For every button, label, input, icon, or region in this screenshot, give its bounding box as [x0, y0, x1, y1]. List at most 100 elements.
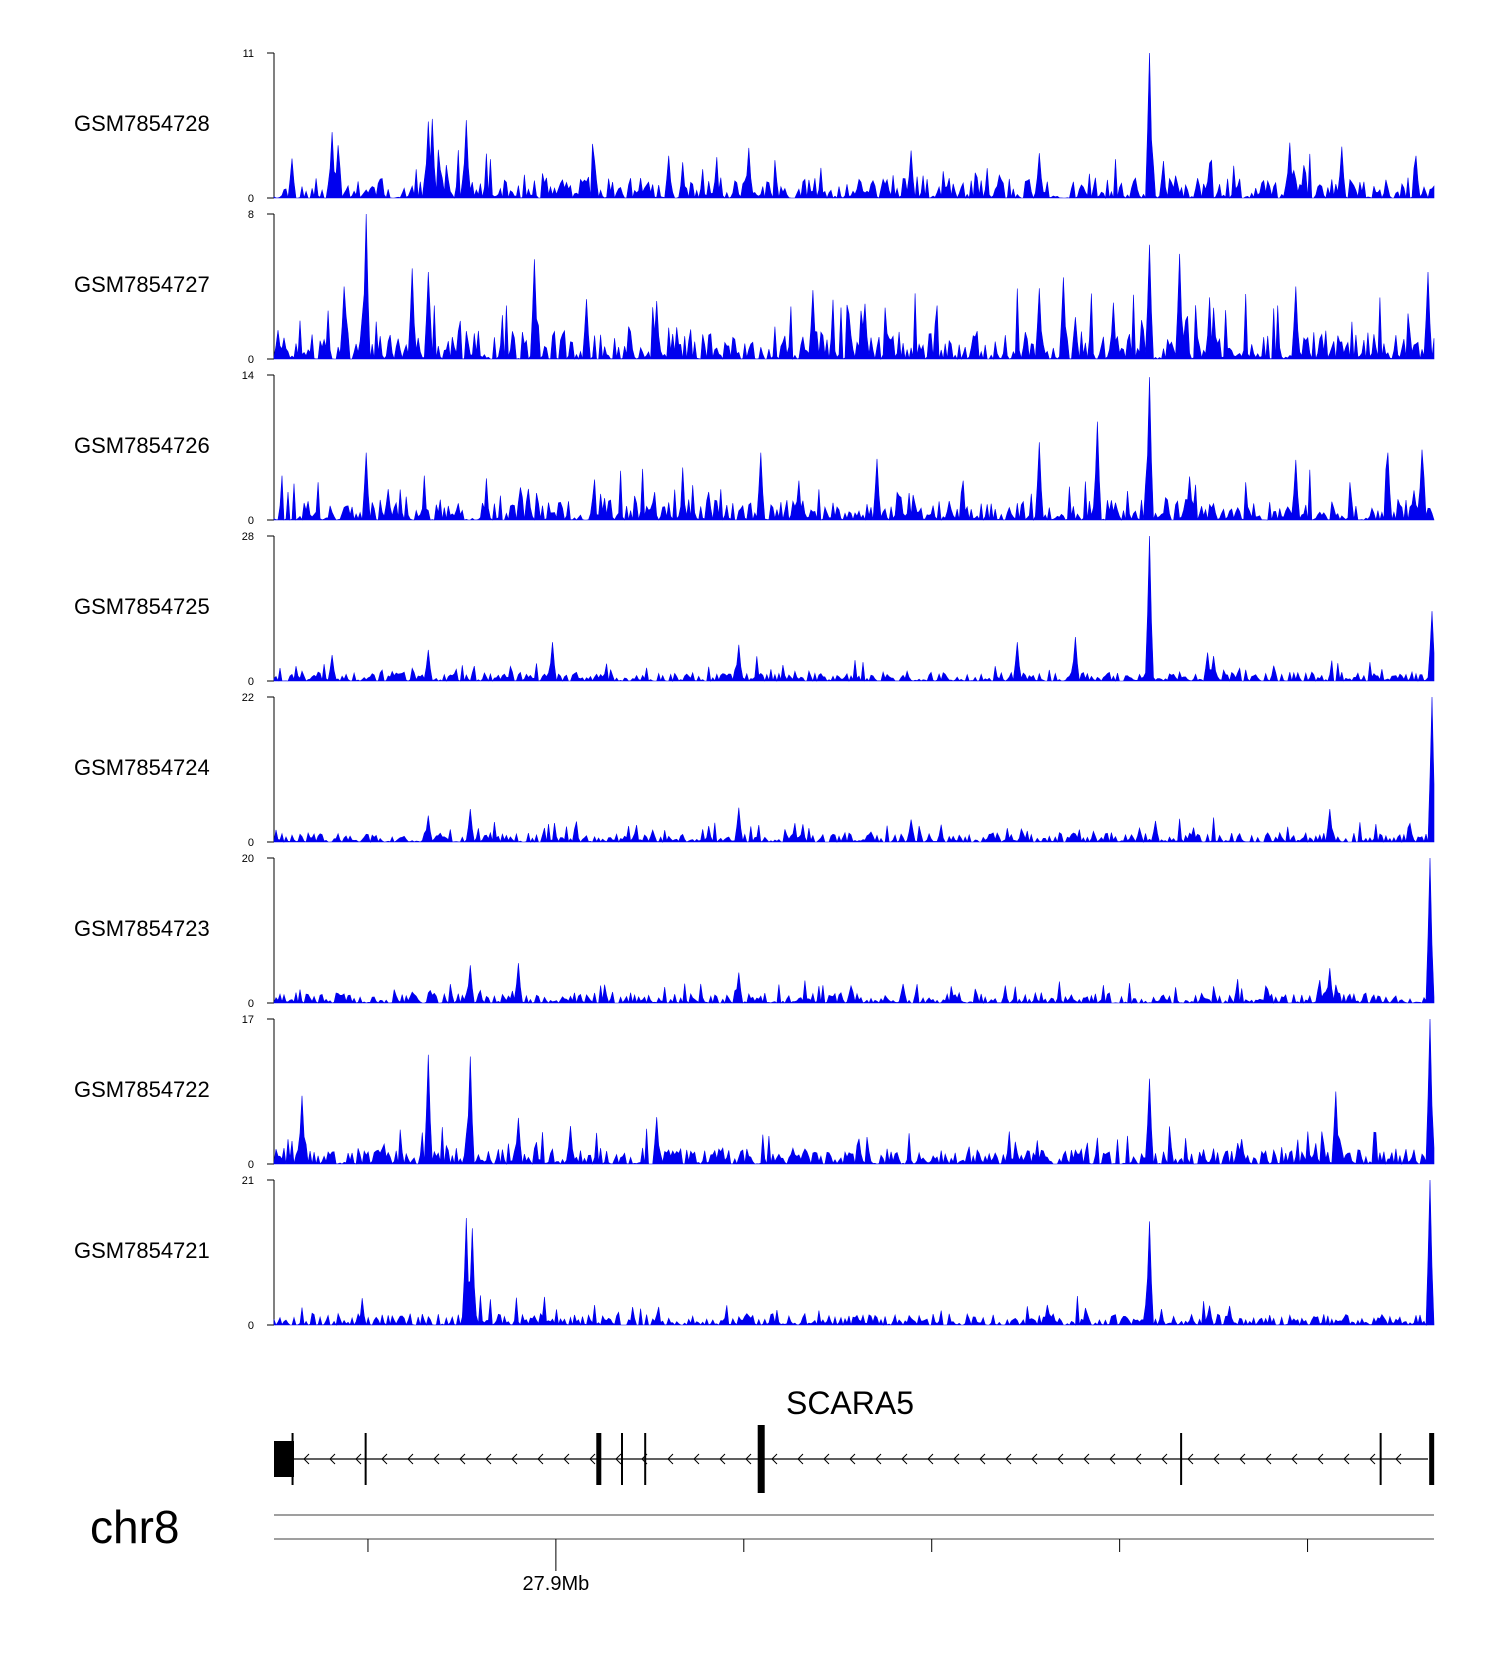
- exon: [621, 1433, 623, 1485]
- coverage-area: [273, 377, 1435, 522]
- strand-arrow: [1317, 1453, 1324, 1465]
- strand-arrow: [1239, 1453, 1246, 1465]
- track-label: GSM7854726: [74, 433, 210, 458]
- exon: [1429, 1433, 1435, 1485]
- gene-name-label: SCARA5: [786, 1385, 914, 1421]
- strand-arrow: [1057, 1453, 1064, 1465]
- exon: [291, 1433, 294, 1485]
- exon: [757, 1425, 765, 1493]
- y-min-label: 0: [248, 354, 254, 366]
- coverage-area: [273, 1018, 1435, 1166]
- coverage-area: [273, 696, 1435, 844]
- y-min-label: 0: [248, 1159, 254, 1171]
- track-GSM7854723: GSM7854723 20 0: [74, 853, 1435, 1010]
- strand-arrow: [381, 1453, 388, 1465]
- y-min-label: 0: [248, 515, 254, 527]
- track-GSM7854722: GSM7854722 17 0: [74, 1014, 1435, 1171]
- strand-arrow: [589, 1453, 596, 1465]
- strand-arrow: [1135, 1453, 1142, 1465]
- track-label: GSM7854725: [74, 594, 210, 619]
- coverage-area: [273, 535, 1435, 683]
- strand-arrow: [1031, 1453, 1038, 1465]
- strand-arrow: [1265, 1453, 1272, 1465]
- signal-tracks: GSM7854728110GSM785472780GSM7854726140GS…: [74, 48, 1435, 1332]
- strand-arrow: [745, 1453, 752, 1465]
- track-GSM7854724: GSM7854724 22 0: [74, 692, 1435, 849]
- strand-arrow: [459, 1453, 466, 1465]
- y-max-label: 22: [242, 692, 254, 704]
- strand-arrow: [537, 1453, 544, 1465]
- strand-arrow: [303, 1453, 310, 1465]
- exon: [1180, 1433, 1183, 1485]
- track-GSM7854721: GSM7854721 21 0: [74, 1175, 1435, 1332]
- exon: [596, 1433, 602, 1485]
- strand-arrow: [1213, 1453, 1220, 1465]
- y-max-label: 11: [243, 48, 254, 60]
- y-max-label: 20: [242, 853, 254, 865]
- y-min-label: 0: [248, 193, 254, 205]
- strand-arrow: [875, 1453, 882, 1465]
- strand-arrow: [901, 1453, 908, 1465]
- strand-arrow: [1395, 1453, 1402, 1465]
- strand-arrow: [407, 1453, 414, 1465]
- track-label: GSM7854724: [74, 755, 210, 780]
- y-min-label: 0: [248, 998, 254, 1010]
- exon: [644, 1433, 647, 1485]
- axis-ruler: [274, 1514, 1434, 1571]
- strand-arrow: [1109, 1453, 1116, 1465]
- coordinate-axis: chr8 27.9Mb: [90, 1501, 1434, 1595]
- track-GSM7854728: GSM7854728 11 0: [74, 48, 1435, 205]
- strand-arrow: [1343, 1453, 1350, 1465]
- track-label: GSM7854721: [74, 1238, 210, 1263]
- axis-tick-label: 27.9Mb: [523, 1573, 590, 1595]
- strand-arrow: [1187, 1453, 1194, 1465]
- track-GSM7854725: GSM7854725 28 0: [74, 531, 1435, 688]
- coverage-area: [273, 1179, 1435, 1327]
- track-label: GSM7854727: [74, 272, 210, 297]
- coverage-area: [273, 857, 1435, 1005]
- strand-arrow: [511, 1453, 518, 1465]
- exon: [364, 1433, 367, 1485]
- strand-arrow: [1161, 1453, 1168, 1465]
- strand-arrow: [355, 1453, 362, 1465]
- exon-utr-block: [274, 1441, 294, 1477]
- track-label: GSM7854728: [74, 111, 210, 136]
- strand-arrow: [1369, 1453, 1376, 1465]
- gene-model: [274, 1425, 1435, 1493]
- exon: [1379, 1433, 1382, 1485]
- strand-arrow: [927, 1453, 934, 1465]
- chromosome-label: chr8: [90, 1501, 179, 1553]
- y-min-label: 0: [248, 676, 254, 688]
- y-max-label: 21: [242, 1175, 254, 1187]
- strand-arrow: [329, 1453, 336, 1465]
- track-label: GSM7854723: [74, 916, 210, 941]
- y-max-label: 8: [248, 209, 254, 221]
- y-max-label: 14: [242, 370, 254, 382]
- y-max-label: 28: [242, 531, 254, 543]
- strand-arrow: [849, 1453, 856, 1465]
- strand-arrow: [1005, 1453, 1012, 1465]
- gene-track: SCARA5: [274, 1385, 1435, 1493]
- strand-arrow: [615, 1453, 622, 1465]
- strand-arrow: [797, 1453, 804, 1465]
- strand-arrow: [563, 1453, 570, 1465]
- y-min-label: 0: [248, 1320, 254, 1332]
- track-label: GSM7854722: [74, 1077, 210, 1102]
- strand-arrow: [771, 1453, 778, 1465]
- strand-arrow: [667, 1453, 674, 1465]
- strand-arrow: [719, 1453, 726, 1465]
- coverage-area: [273, 52, 1435, 200]
- strand-arrow: [823, 1453, 830, 1465]
- coverage-area: [273, 213, 1435, 361]
- y-max-label: 17: [242, 1014, 254, 1026]
- track-GSM7854727: GSM7854727 8 0: [74, 209, 1435, 366]
- strand-arrow: [1083, 1453, 1090, 1465]
- strand-arrow: [979, 1453, 986, 1465]
- track-GSM7854726: GSM7854726 14 0: [74, 370, 1435, 527]
- strand-arrow: [1291, 1453, 1298, 1465]
- strand-arrow: [485, 1453, 492, 1465]
- strand-arrow: [693, 1453, 700, 1465]
- y-min-label: 0: [248, 837, 254, 849]
- strand-arrow: [953, 1453, 960, 1465]
